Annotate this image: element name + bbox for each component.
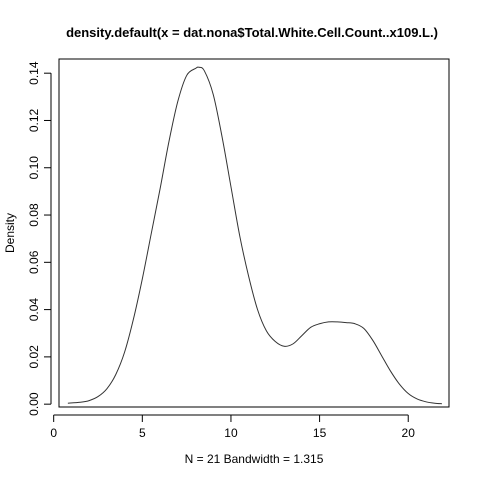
x-tick-label: 0 (50, 426, 57, 440)
y-tick-label: 0.12 (27, 108, 41, 132)
y-tick-label: 0.02 (27, 345, 41, 369)
y-axis: 0.00 0.02 0.04 0.06 0.08 0.10 0.12 0.14 (27, 61, 52, 416)
y-tick-label: 0.14 (27, 61, 41, 85)
plot-frame (58, 58, 450, 408)
chart-title: density.default(x = dat.nona$Total.White… (66, 25, 438, 40)
y-tick-label: 0.10 (27, 156, 41, 180)
y-tick-label: 0.06 (27, 250, 41, 274)
y-tick-label: 0.08 (27, 203, 41, 227)
x-tick-label: 20 (402, 426, 416, 440)
x-axis: 0 5 10 15 20 (50, 414, 416, 440)
x-tick-label: 5 (139, 426, 146, 440)
y-tick-label: 0.04 (27, 298, 41, 322)
density-curve (67, 66, 442, 405)
x-tick-label: 10 (224, 426, 238, 440)
y-axis-label: Density (3, 213, 17, 253)
y-tick-label: 0.00 (27, 392, 41, 416)
x-axis-label: N = 21 Bandwidth = 1.315 (185, 452, 324, 466)
x-tick-label: 15 (313, 426, 327, 440)
